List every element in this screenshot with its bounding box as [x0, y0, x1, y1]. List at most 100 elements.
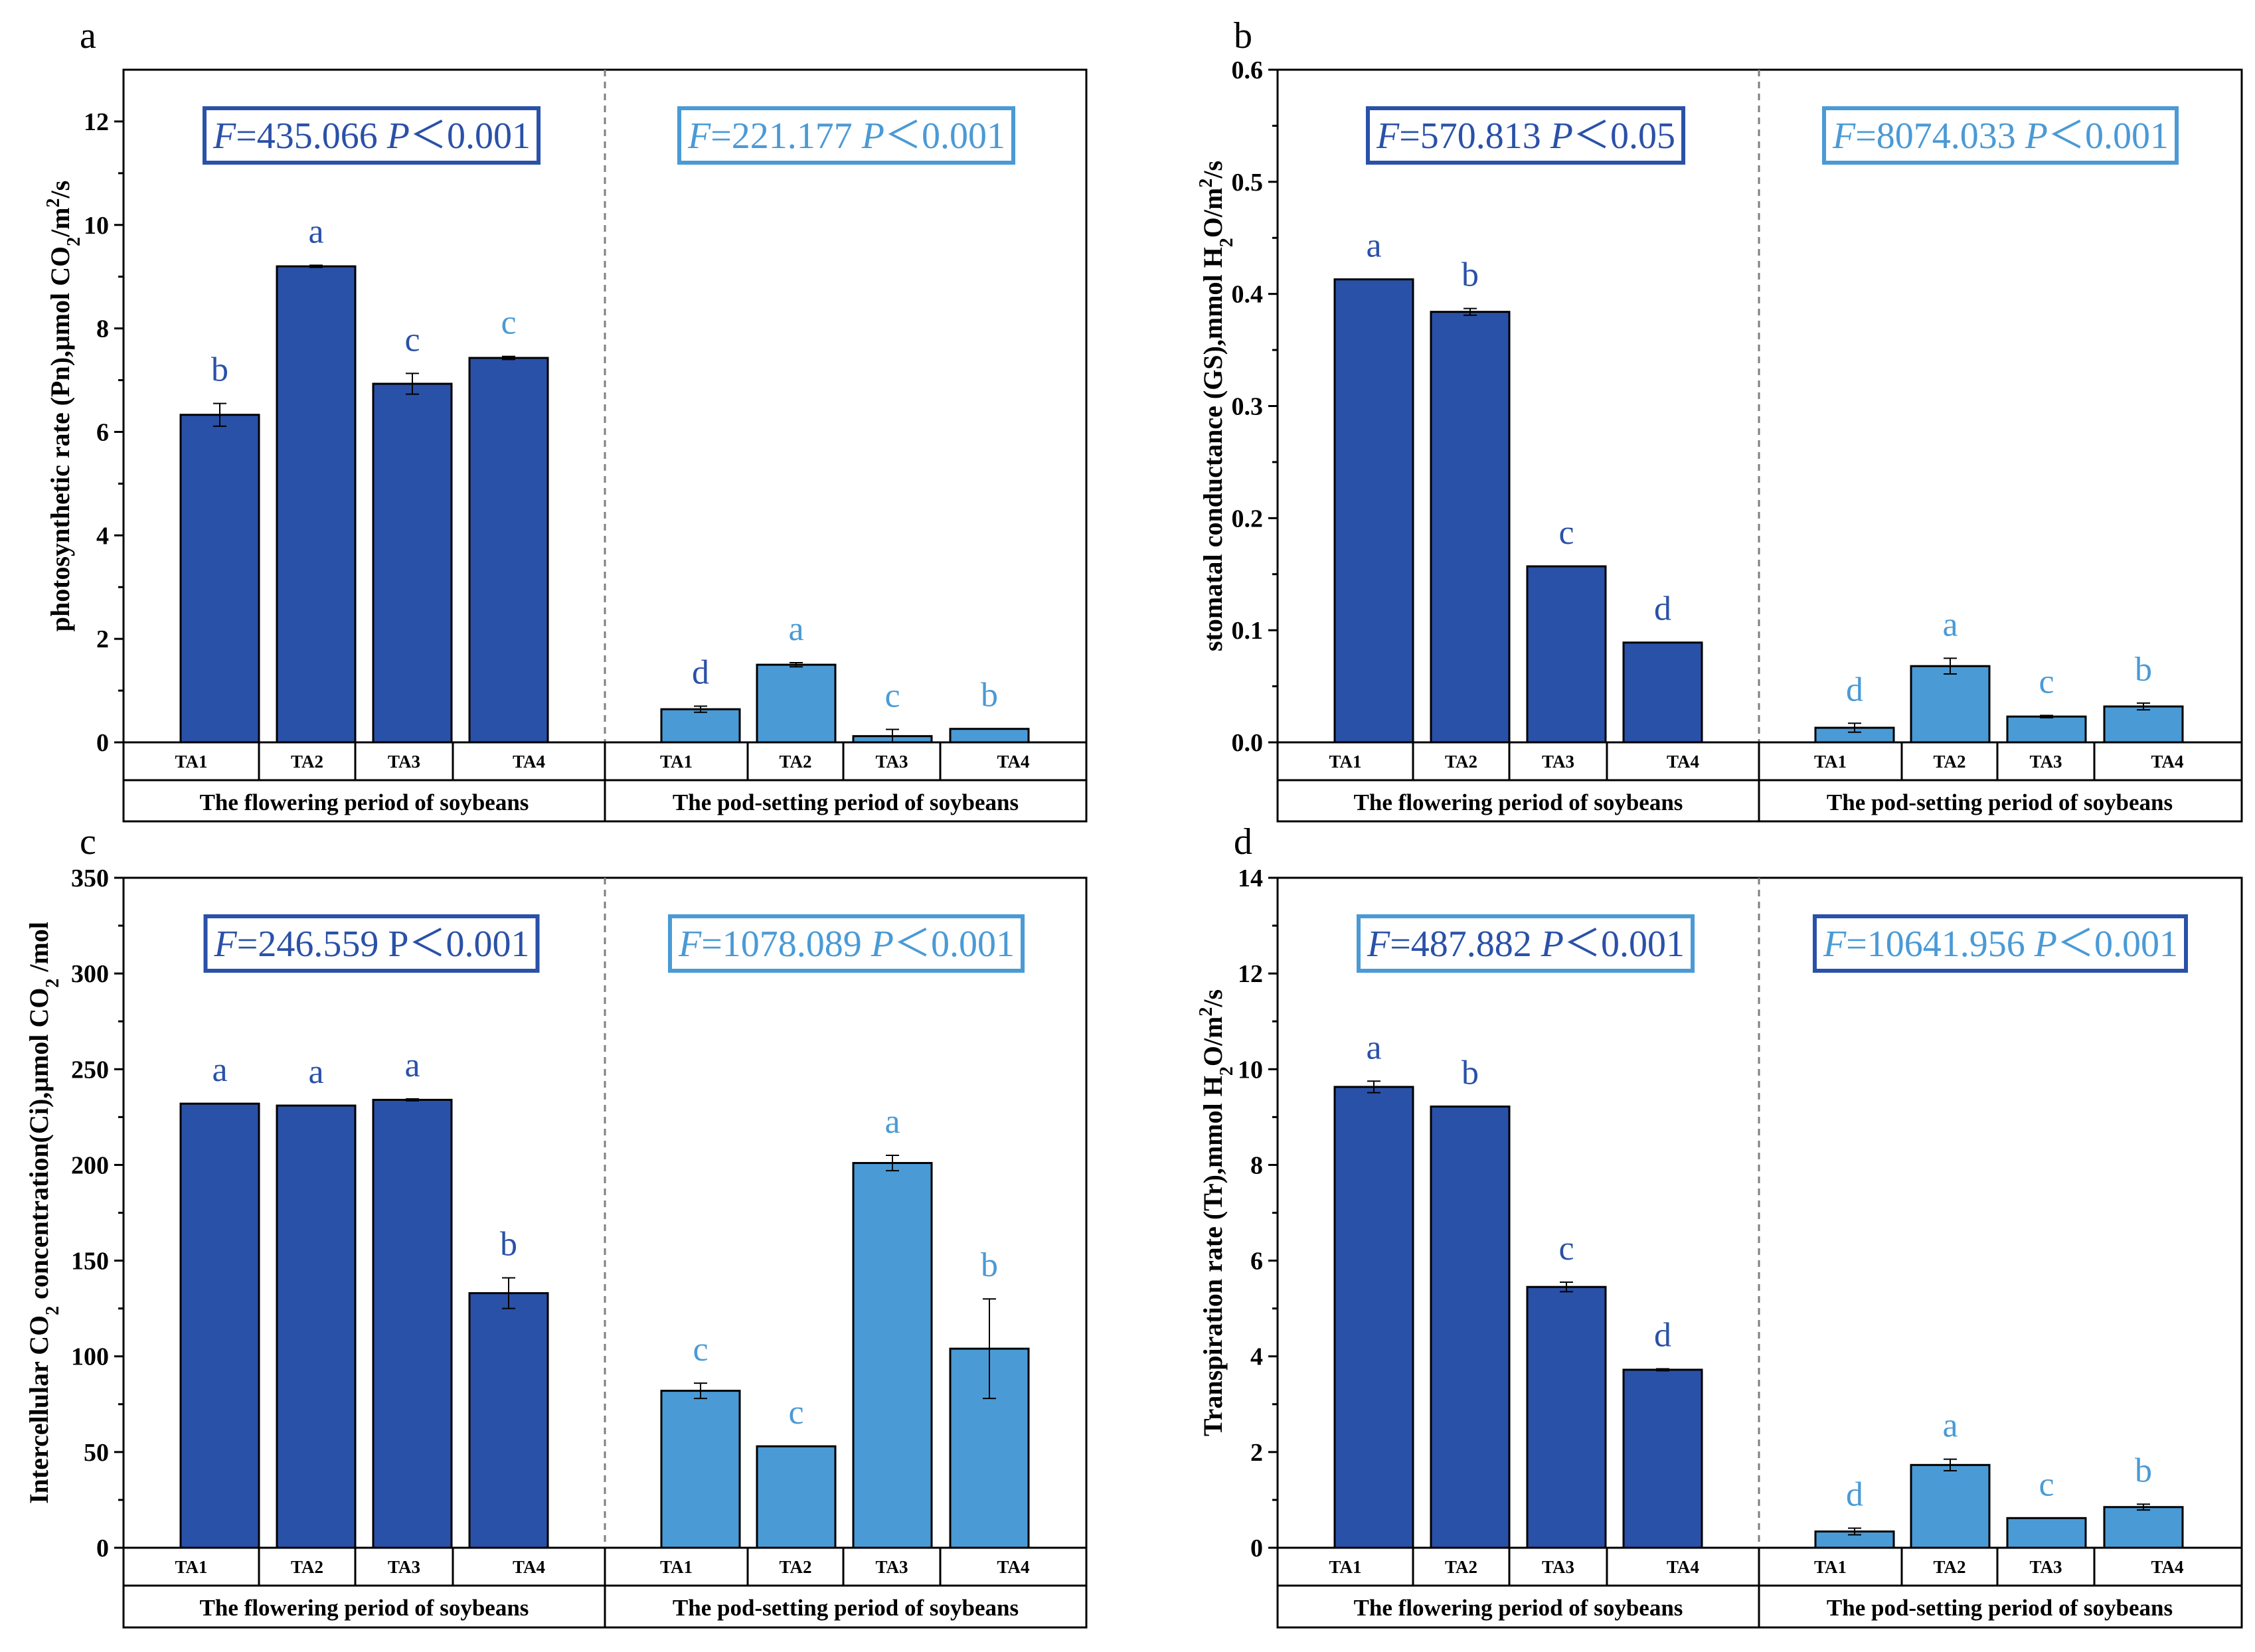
y-tick-label: 0.3: [1232, 393, 1264, 421]
flowering-series: a b c d: [1333, 1029, 1703, 1549]
y-tick-label: 4: [1250, 1343, 1263, 1371]
category-label: TA3: [2029, 752, 2062, 772]
category-label: TA1: [660, 1557, 693, 1577]
podsetting-series: d a c b: [1814, 1407, 2184, 1549]
y-tick-label: 14: [1238, 865, 1263, 892]
significance-letter: a: [1366, 227, 1381, 265]
bar: [1622, 641, 1703, 744]
category-label: TA2: [1445, 1557, 1477, 1577]
y-tick-label: 12: [84, 108, 109, 136]
y-tick-label: 200: [71, 1151, 109, 1179]
period-label: The pod-setting period of soybeans: [673, 1595, 1019, 1621]
category-label: TA2: [1445, 752, 1477, 772]
y-tick-label: 0: [1250, 1534, 1263, 1562]
stat-box: [677, 106, 1016, 165]
category-label: TA4: [997, 1557, 1029, 1577]
category-label: TA1: [175, 752, 207, 772]
stat-text: F=487.882 P＜0.001: [1367, 924, 1685, 965]
significance-letter: c: [404, 321, 420, 359]
panel-d: d 0 2 4 6 8 10 12 14 Transpiration rate (Tr),mmol…: [1196, 821, 2243, 1629]
category-label: TA3: [2029, 1557, 2062, 1577]
stat-text: F=221.177 P＜0.001: [687, 116, 1005, 157]
y-tick-label: 6: [96, 418, 109, 446]
stat-box: [203, 914, 540, 973]
y-axis: 0 2 4 6 8 10 12 14: [1238, 865, 1278, 1562]
y-tick-label: 250: [71, 1056, 109, 1084]
stat-text: F=10641.956 P＜0.001: [1823, 924, 2178, 965]
period-label: The pod-setting period of soybeans: [1827, 1595, 2173, 1621]
significance-letter: a: [1942, 1407, 1958, 1445]
significance-letter: b: [500, 1226, 517, 1264]
bar: [2103, 1506, 2184, 1549]
y-tick-label: 150: [71, 1248, 109, 1276]
category-label: TA4: [2151, 752, 2183, 772]
significance-letter: c: [2039, 1465, 2054, 1503]
bar: [276, 265, 357, 744]
bar: [949, 728, 1030, 744]
period-label: The pod-setting period of soybeans: [1827, 789, 2173, 815]
category-label: TA3: [875, 1557, 908, 1577]
y-tick-label: 0.1: [1232, 617, 1264, 645]
bar: [660, 1390, 741, 1549]
significance-letter: d: [1654, 1316, 1671, 1354]
stat-box: [1812, 914, 2189, 973]
significance-letter: b: [981, 677, 998, 714]
y-axis-label: photosynthetic rate (Pn),μmol CO2/m2/s: [43, 181, 84, 632]
bar: [1910, 1463, 1991, 1549]
significance-letter: a: [788, 610, 803, 648]
y-tick-label: 0.5: [1232, 169, 1264, 197]
significance-letter: b: [2135, 651, 2152, 689]
category-label: TA3: [875, 752, 908, 772]
significance-letter: d: [692, 653, 709, 691]
panel-label: c: [80, 821, 96, 863]
y-axis: 0.0 0.1 0.2 0.3 0.4 0.5 0.6: [1232, 56, 1278, 757]
category-label: TA3: [1542, 1557, 1574, 1577]
y-tick-label: 100: [71, 1343, 109, 1371]
panel-a: a 0 2 4 6 8 10 12 photosynthetic rate (Pn),μmol …: [43, 15, 1088, 823]
significance-letter: a: [884, 1103, 900, 1141]
y-axis-label: Intercellular CO2 concentration(Ci),μmol…: [24, 922, 63, 1504]
bar: [372, 1098, 453, 1549]
y-tick-label: 0: [96, 1534, 109, 1562]
podsetting-series: d a c b: [660, 610, 1030, 744]
y-tick-label: 12: [1238, 960, 1263, 988]
bar: [1333, 1086, 1414, 1549]
significance-letter: d: [1846, 1475, 1863, 1513]
panel-label: a: [80, 15, 96, 56]
period-label: The pod-setting period of soybeans: [673, 789, 1019, 815]
category-label: TA4: [1667, 1557, 1699, 1577]
significance-letter: a: [308, 213, 323, 251]
y-axis-label: Transpiration rate (Tr),mmol H2O/m2/s: [1196, 989, 1237, 1436]
significance-letter: a: [1942, 606, 1958, 643]
y-tick-label: 50: [84, 1439, 109, 1467]
y-tick-label: 0.4: [1232, 281, 1264, 309]
y-tick-label: 6: [1250, 1248, 1263, 1276]
y-tick-label: 0.6: [1232, 56, 1264, 84]
bar: [1910, 665, 1991, 744]
category-label: TA4: [2151, 1557, 2183, 1577]
bar: [660, 708, 741, 744]
stat-box: [1356, 914, 1695, 973]
stat-box: [1821, 106, 2179, 165]
stat-text: F=1078.089 P＜0.001: [678, 924, 1015, 965]
category-label: TA4: [997, 752, 1029, 772]
y-tick-label: 2: [1250, 1439, 1263, 1467]
bar: [2103, 705, 2184, 744]
y-tick-label: 4: [96, 522, 109, 550]
significance-letter: c: [884, 677, 900, 715]
category-label: TA3: [388, 1557, 420, 1577]
significance-letter: a: [1366, 1029, 1381, 1066]
period-label: The flowering period of soybeans: [1354, 1595, 1683, 1621]
category-label: TA3: [1542, 752, 1574, 772]
flowering-series: a a a b: [179, 1046, 549, 1549]
y-tick-label: 8: [96, 315, 109, 343]
category-label: TA3: [388, 752, 420, 772]
y-tick-label: 10: [1238, 1056, 1263, 1084]
podsetting-series: c c a b: [660, 1103, 1030, 1549]
bar: [468, 357, 549, 744]
category-label: TA2: [291, 752, 323, 772]
podsetting-series: d a c b: [1814, 606, 2184, 744]
significance-letter: d: [1846, 671, 1863, 708]
bar: [276, 1104, 357, 1549]
bar: [372, 382, 453, 744]
